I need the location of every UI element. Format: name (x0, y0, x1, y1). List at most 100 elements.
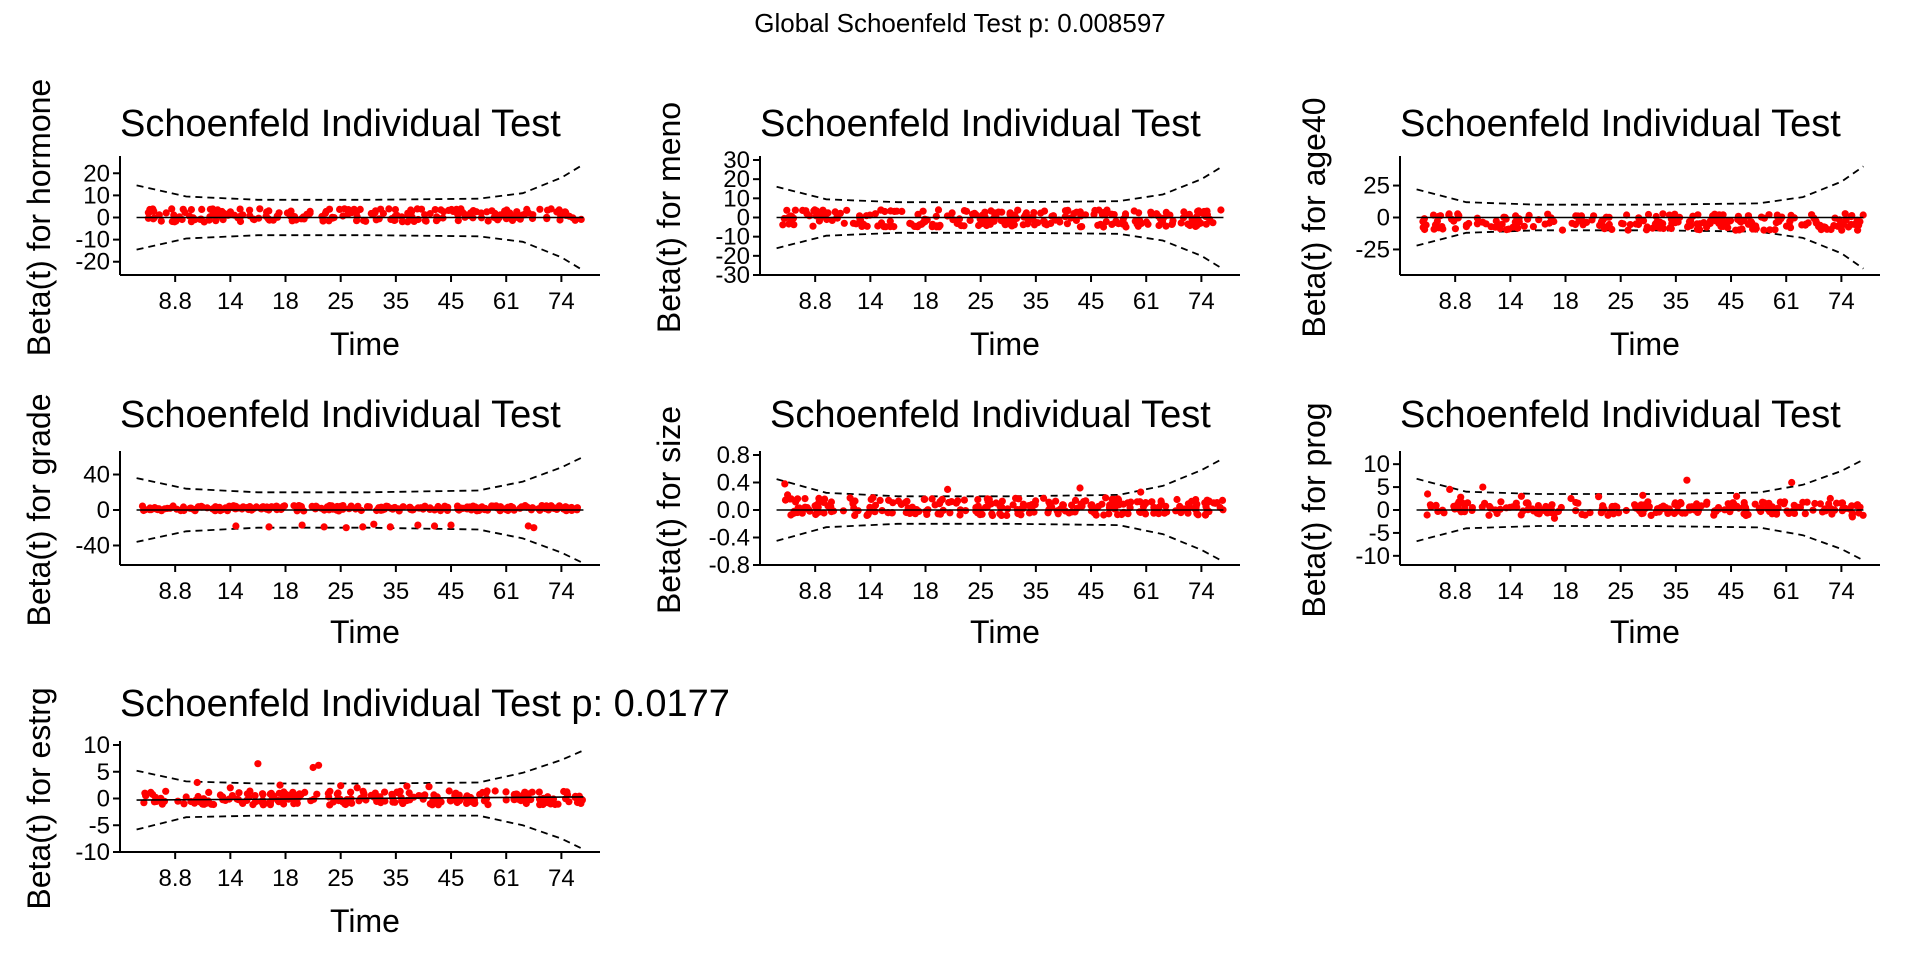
x-tick-label: 35 (1663, 578, 1690, 605)
residual-point (1450, 217, 1458, 225)
residual-point (295, 502, 303, 510)
x-tick-label: 18 (272, 865, 299, 892)
residual-point (246, 212, 254, 220)
y-tick-label: 0 (1377, 497, 1390, 524)
x-axis-label: Time (330, 614, 400, 650)
residual-point (954, 497, 962, 505)
panel-title: Schoenfeld Individual Test (770, 394, 1211, 436)
residual-point (1017, 511, 1025, 519)
residual-point (1545, 219, 1553, 227)
residual-point (1828, 510, 1836, 518)
residual-point (936, 510, 945, 518)
residual-point (336, 205, 344, 213)
residual-point (264, 215, 272, 223)
residual-point (1184, 220, 1192, 228)
residual-point (1572, 212, 1580, 220)
residual-point (276, 781, 284, 789)
y-axis-label: Beta(t) for meno (651, 102, 687, 333)
residual-point (1202, 212, 1210, 220)
x-tick-label: 14 (1497, 578, 1524, 605)
residual-point (1503, 226, 1511, 234)
lower-confidence-band (776, 231, 1224, 271)
residual-point (822, 210, 830, 218)
x-axis-label: Time (330, 903, 400, 939)
x-tick-label: 25 (327, 288, 354, 315)
residual-point (1155, 221, 1163, 230)
residual-point (944, 485, 952, 493)
residual-point (1677, 498, 1685, 507)
residual-point (1445, 210, 1453, 218)
residual-point (1664, 507, 1672, 515)
residual-point (1082, 497, 1090, 505)
x-tick-label: 74 (1828, 578, 1855, 605)
y-axis-label: Beta(t) for hormone (21, 79, 57, 356)
residual-point (827, 503, 835, 511)
residual-point (856, 216, 865, 224)
residual-point (251, 798, 259, 806)
residual-point (1711, 210, 1719, 218)
residual-point (1515, 218, 1523, 226)
residual-point (337, 782, 345, 790)
residual-point (1188, 497, 1196, 505)
residual-point (381, 788, 389, 796)
residual-point (263, 208, 271, 216)
residual-point (334, 789, 342, 797)
residual-point (1124, 510, 1132, 518)
residual-point (1777, 215, 1785, 223)
y-tick-label: 0.8 (717, 442, 750, 469)
y-tick-label: -20 (75, 249, 110, 276)
residual-point (794, 495, 802, 503)
residual-point (914, 210, 922, 218)
residual-point (1618, 219, 1626, 227)
residual-point (428, 801, 436, 809)
residual-point (232, 522, 240, 530)
residual-point (1152, 210, 1161, 218)
residual-point (1217, 206, 1225, 214)
residual-point (312, 502, 320, 510)
residual-point (1693, 225, 1701, 233)
y-tick-label: -10 (75, 227, 110, 254)
residual-point (491, 787, 499, 795)
x-tick-label: 35 (383, 288, 410, 315)
residual-point (1781, 498, 1789, 506)
residual-point (1786, 217, 1794, 225)
residual-point (221, 796, 229, 805)
residual-point (779, 221, 787, 229)
x-tick-label: 45 (1078, 288, 1105, 315)
residual-point (1137, 488, 1145, 496)
x-tick-label: 8.8 (798, 578, 831, 605)
residual-point (1524, 500, 1532, 508)
residual-point (431, 206, 439, 214)
residual-point (946, 509, 954, 517)
residual-point (1639, 491, 1647, 499)
residual-point (205, 788, 213, 797)
x-tick-label: 35 (1023, 288, 1050, 315)
residual-point (425, 783, 433, 791)
residual-point (391, 206, 399, 214)
residual-point (1433, 217, 1441, 225)
residual-point (353, 784, 361, 792)
residual-point (1497, 498, 1505, 506)
residual-point (1644, 498, 1652, 506)
residual-point (1751, 500, 1759, 508)
residual-point (226, 784, 234, 792)
residual-point (445, 787, 453, 795)
residual-point (1567, 494, 1575, 503)
residual-point (1670, 509, 1678, 518)
residual-point (1061, 207, 1070, 215)
residual-point (1626, 221, 1634, 229)
y-axis-label: Beta(t) for grade (21, 394, 57, 627)
residual-point (454, 217, 462, 225)
residual-point (250, 504, 258, 512)
residual-point (821, 495, 829, 503)
residual-point (970, 209, 979, 217)
residual-point (1194, 511, 1202, 519)
x-tick-label: 45 (1078, 578, 1105, 605)
residual-point (978, 219, 986, 227)
residual-point (1848, 513, 1856, 521)
residual-point (421, 211, 429, 219)
residual-point (1147, 208, 1155, 216)
residual-point (1150, 509, 1158, 517)
residual-point (547, 205, 555, 213)
